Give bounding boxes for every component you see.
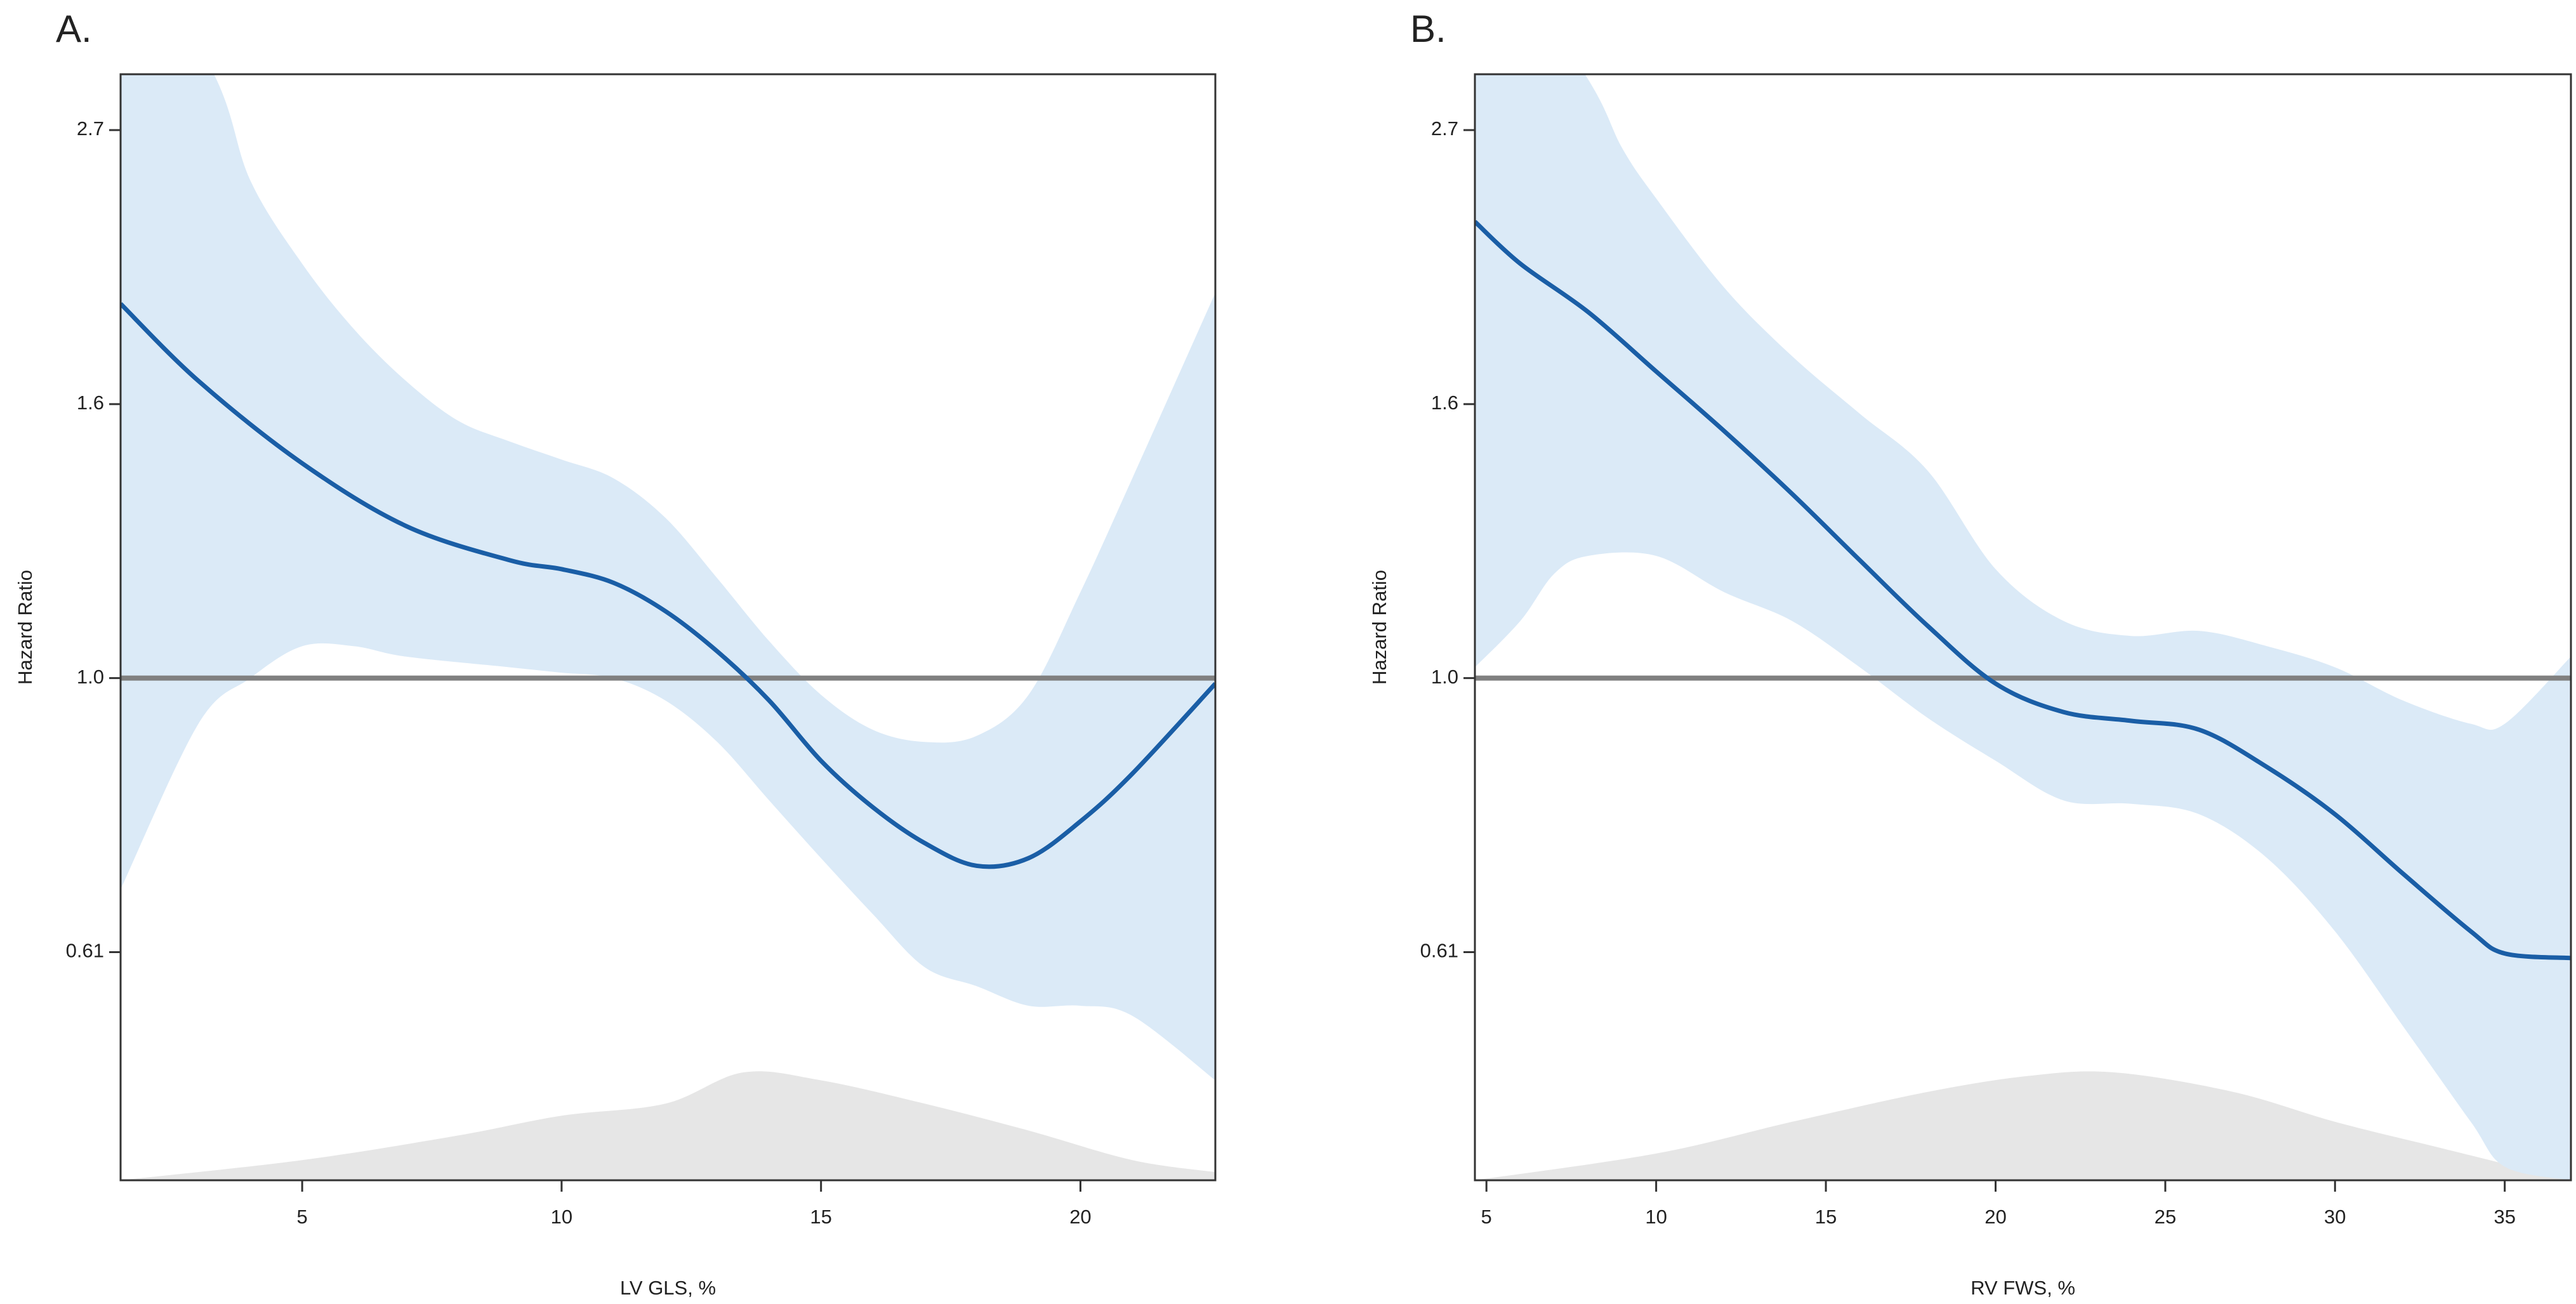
y-axis-label: Hazard Ratio	[14, 570, 36, 685]
x-tick-label: 25	[2155, 1206, 2176, 1228]
x-tick-label: 15	[810, 1206, 831, 1228]
x-tick-label: 30	[2324, 1206, 2346, 1228]
plot-frame	[1474, 73, 2572, 1182]
y-tick-label: 0.61	[66, 940, 104, 962]
x-tick-label: 5	[1481, 1206, 1492, 1228]
x-tick-label: 20	[1069, 1206, 1091, 1228]
y-tick-label: 0.61	[1420, 940, 1458, 962]
chart-title: B.	[1410, 8, 1446, 50]
plot-area	[1475, 74, 2571, 1180]
plot-area	[121, 74, 1215, 1180]
y-axis-label: Hazard Ratio	[1368, 570, 1390, 685]
confidence-band	[1475, 74, 2571, 1180]
x-axis-label: RV FWS, %	[1971, 1277, 2075, 1299]
y-tick-label: 1.0	[1431, 666, 1458, 688]
chart-title: A.	[56, 8, 92, 50]
plot-frame	[119, 73, 1217, 1182]
confidence-band	[121, 74, 1215, 1081]
density-area	[1475, 1071, 2571, 1180]
x-axis-label: LV GLS, %	[620, 1277, 716, 1299]
x-tick-label: 5	[297, 1206, 308, 1228]
estimate-line	[1475, 220, 2571, 961]
estimate-line	[121, 302, 1215, 869]
y-tick-label: 1.6	[77, 392, 104, 414]
y-tick-label: 2.7	[77, 117, 104, 140]
x-tick-label: 10	[1645, 1206, 1667, 1228]
x-tick-label: 20	[1985, 1206, 2006, 1228]
density-area	[121, 1071, 1215, 1180]
x-tick-label: 15	[1815, 1206, 1837, 1228]
x-tick-label: 35	[2493, 1206, 2515, 1228]
y-tick-label: 2.7	[1431, 117, 1458, 140]
y-tick-label: 1.6	[1431, 392, 1458, 414]
y-tick-label: 1.0	[77, 666, 104, 688]
x-tick-label: 10	[551, 1206, 572, 1228]
